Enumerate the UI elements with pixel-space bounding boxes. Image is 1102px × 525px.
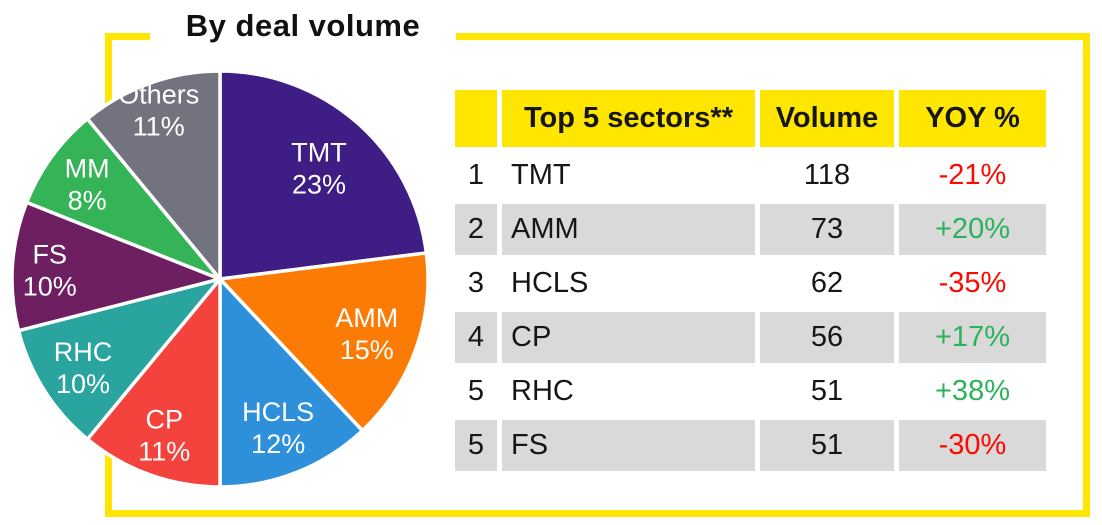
cell-rank: 3 [467, 267, 485, 299]
cell-rank: 5 [455, 420, 497, 471]
panel-title-box: By deal volume [150, 0, 456, 52]
cell-yoy: +20% [899, 204, 1046, 255]
cell-sector: HCLS [511, 267, 589, 299]
table-header-sector: Top 5 sectors** [502, 90, 755, 147]
pie-slice-cp [85, 277, 222, 489]
cell-sector: RHC [511, 375, 574, 407]
cell-volume: 73 [760, 204, 894, 255]
cell-volume: 118 [803, 159, 851, 191]
pie-label-rhc: RHC 10% [54, 337, 113, 399]
cell-yoy: -30% [899, 420, 1046, 471]
cell-volume: 51 [810, 375, 844, 407]
pie-label-amm: AMM 15% [335, 303, 398, 365]
deal-volume-pie-chart: TMT 23% AMM 15% HCLS 12% CP 11% RHC 10% FS 10% MM 8%O… [10, 69, 430, 489]
pie-slice-tmt [218, 69, 429, 281]
pie-slice-amm [218, 251, 430, 433]
pie-slice-others [85, 69, 222, 281]
table-header-volume: Volume [760, 90, 894, 147]
pie-label-others: Others 11% [118, 80, 199, 142]
top-sectors-table: Top 5 sectors** Volume YOY % 1 TMT 118 -21%… [455, 90, 1046, 471]
cell-yoy: -21% [938, 159, 1007, 191]
pie-label-tmt: TMT 23% [291, 138, 346, 200]
pie-slice-fs [10, 200, 222, 333]
cell-rank: 2 [455, 204, 497, 255]
cell-volume: 51 [760, 420, 894, 471]
cell-rank: 1 [467, 159, 485, 191]
cell-sector: TMT [511, 159, 571, 191]
cell-volume: 56 [760, 312, 894, 363]
page-title: By deal volume [185, 8, 421, 43]
cell-yoy: -35% [938, 267, 1007, 299]
cell-yoy: +38% [935, 375, 1010, 407]
pie-label-hcls: HCLS 12% [242, 397, 314, 459]
cell-yoy: +17% [899, 312, 1046, 363]
cell-rank: 4 [455, 312, 497, 363]
pie-slice-mm [24, 116, 222, 281]
pie-slice-hcls [218, 277, 365, 489]
pie-label-fs: FS 10% [23, 239, 77, 301]
table-header-rank [455, 90, 497, 147]
pie-label-cp: CP 11% [138, 405, 190, 467]
cell-sector: AMM [502, 204, 755, 255]
cell-volume: 62 [810, 267, 844, 299]
cell-rank: 5 [467, 375, 485, 407]
cell-sector: CP [502, 312, 755, 363]
pie-label-mm: MM 8% [65, 153, 110, 215]
cell-sector: FS [502, 420, 755, 471]
table-header-yoy: YOY % [899, 90, 1046, 147]
